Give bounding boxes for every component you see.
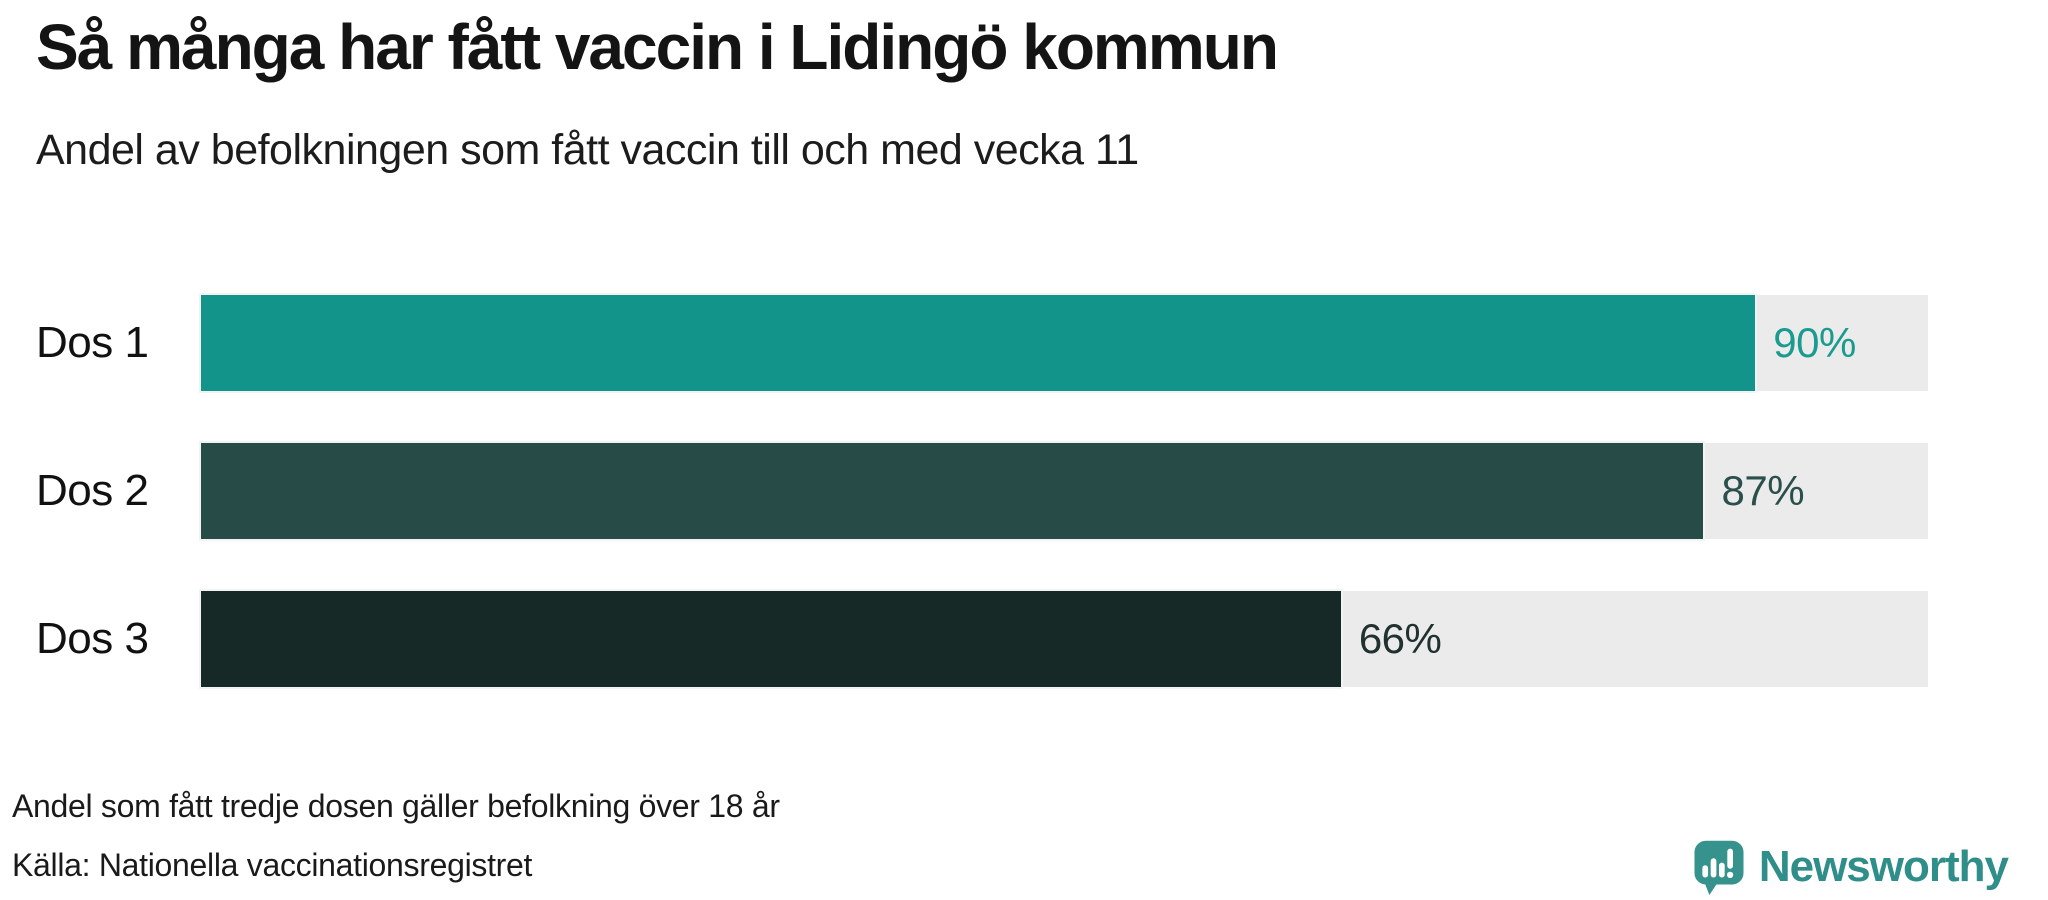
- bar-track: 90%: [201, 295, 1928, 391]
- row-label: Dos 2: [36, 466, 149, 515]
- newsworthy-bar-chart-speech-bubble-icon: [1694, 840, 1744, 895]
- chart-source: Källa: Nationella vaccinationsregistret: [12, 847, 533, 883]
- newsworthy-logo[interactable]: Newsworthy: [1691, 838, 2009, 896]
- chart-subtitle: Andel av befolkningen som fått vaccin ti…: [36, 126, 1139, 174]
- bar-value-label: 66%: [1358, 615, 1442, 662]
- newsworthy-logo-text: Newsworthy: [1758, 842, 2009, 891]
- bar-fill: [201, 295, 1756, 391]
- bar-chart: Dos 1 90% Dos 2 87% Dos 3 66%: [36, 295, 1928, 687]
- bar-fill: [201, 443, 1704, 539]
- chart-row: Dos 1 90%: [36, 295, 1928, 391]
- bar-fill: [201, 591, 1341, 687]
- row-label: Dos 3: [36, 614, 149, 663]
- chart-footnote: Andel som fått tredje dosen gäller befol…: [12, 788, 780, 824]
- bar-track: 87%: [201, 443, 1928, 539]
- bar-track: 66%: [201, 591, 1928, 687]
- bar-value-label: 90%: [1773, 319, 1856, 366]
- chart-row: Dos 2 87%: [36, 443, 1928, 539]
- bar-value-label: 87%: [1721, 467, 1805, 514]
- row-label: Dos 1: [36, 318, 149, 367]
- page-title: Så många har fått vaccin i Lidingö kommu…: [36, 11, 1279, 83]
- chart-row: Dos 3 66%: [36, 591, 1928, 687]
